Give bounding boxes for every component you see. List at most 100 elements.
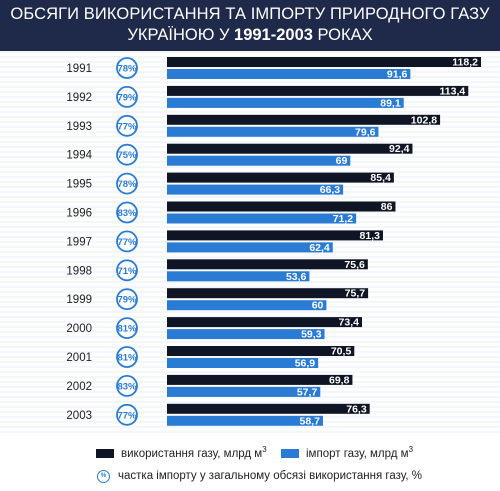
share-circle xyxy=(116,230,138,253)
usage-bar xyxy=(167,143,413,154)
share-circle xyxy=(116,259,138,282)
year-label: 1993 xyxy=(66,121,92,133)
share-label: 77% xyxy=(117,237,137,248)
usage-bar xyxy=(167,172,394,183)
import-value-label: 89,1 xyxy=(380,97,401,109)
year-label: 2001 xyxy=(66,352,92,364)
import-value-label: 56,9 xyxy=(295,358,316,370)
share-circle xyxy=(116,374,138,397)
usage-value-label: 81,3 xyxy=(360,230,381,242)
usage-value-label: 102,8 xyxy=(411,114,437,126)
usage-bar xyxy=(167,57,481,67)
year-label: 1994 xyxy=(66,150,92,162)
share-circle xyxy=(116,114,138,137)
legend-import-swatch xyxy=(281,449,299,458)
year-label: 1992 xyxy=(66,92,92,104)
import-bar xyxy=(167,242,333,253)
usage-bar xyxy=(167,288,369,299)
import-value-label: 60 xyxy=(312,300,324,312)
usage-value-label: 92,4 xyxy=(389,143,410,155)
share-label: 75% xyxy=(117,150,137,161)
import-value-label: 58,7 xyxy=(299,415,320,427)
year-label: 2000 xyxy=(66,323,92,335)
share-label: 79% xyxy=(117,92,137,103)
import-bar xyxy=(167,69,411,79)
legend-share-icon: % xyxy=(97,470,110,483)
import-value-label: 62,4 xyxy=(309,242,330,254)
import-bar xyxy=(167,126,379,137)
share-label: 77% xyxy=(117,121,137,132)
year-label: 1995 xyxy=(66,179,92,191)
usage-bar xyxy=(167,85,469,96)
import-bar xyxy=(167,184,344,195)
usage-bar xyxy=(167,201,396,212)
legend-share-label: частка імпорту у загальному обсязі викор… xyxy=(118,470,422,482)
share-circle xyxy=(116,86,138,108)
title-prefix: УКРАЇНОЮ У xyxy=(127,26,235,44)
usage-value-label: 86 xyxy=(381,201,393,213)
usage-bar xyxy=(167,346,355,356)
title-years: 1991-2003 xyxy=(234,26,313,44)
share-label: 83% xyxy=(117,381,137,392)
import-value-label: 91,6 xyxy=(387,69,408,81)
chart-title-line2: УКРАЇНОЮ У 1991-2003 РОКАХ xyxy=(0,26,500,45)
usage-bar xyxy=(167,403,370,414)
import-bar xyxy=(167,97,404,108)
import-value-label: 57,7 xyxy=(297,386,318,398)
legend-import-label: імпорт газу, млрд м3 xyxy=(306,445,414,460)
import-bar xyxy=(167,329,325,340)
share-label: 81% xyxy=(117,324,137,335)
usage-bar xyxy=(167,374,353,385)
year-label: 1996 xyxy=(66,208,92,220)
year-label: 1998 xyxy=(66,265,92,277)
share-circle xyxy=(116,317,138,340)
import-value-label: 71,2 xyxy=(333,213,354,225)
usage-value-label: 75,6 xyxy=(344,259,365,271)
chart-title-line1: ОБСЯГИ ВИКОРИСТАННЯ ТА ІМПОРТУ ПРИРОДНОГ… xyxy=(10,5,490,23)
share-circle xyxy=(116,57,138,79)
import-bar xyxy=(167,386,321,397)
usage-value-label: 76,3 xyxy=(346,403,367,415)
usage-value-label: 73,4 xyxy=(339,317,360,329)
share-label: 79% xyxy=(117,295,137,306)
share-label: 81% xyxy=(117,353,137,364)
year-label: 1991 xyxy=(66,63,92,75)
usage-bar xyxy=(167,259,368,270)
usage-value-label: 69,8 xyxy=(329,374,350,386)
usage-value-label: 85,4 xyxy=(370,172,391,184)
import-bar xyxy=(167,271,310,282)
share-label: 71% xyxy=(117,266,137,277)
year-label: 2002 xyxy=(66,381,92,393)
import-value-label: 79,6 xyxy=(355,126,376,138)
import-bar xyxy=(167,300,327,311)
usage-bar xyxy=(167,317,362,328)
title-suffix: РОКАХ xyxy=(312,26,373,44)
share-circle xyxy=(116,172,138,195)
import-bar xyxy=(167,358,319,368)
share-circle xyxy=(116,143,138,166)
legend-usage-swatch xyxy=(96,449,114,458)
usage-value-label: 70,5 xyxy=(331,346,352,358)
usage-bar xyxy=(167,230,383,241)
share-circle xyxy=(116,403,138,426)
usage-bar xyxy=(167,114,441,125)
import-value-label: 59,3 xyxy=(301,329,322,341)
usage-value-label: 118,2 xyxy=(452,57,478,69)
share-circle xyxy=(116,201,138,224)
usage-value-label: 75,7 xyxy=(345,288,366,300)
share-label: 83% xyxy=(117,208,137,219)
import-bar xyxy=(167,155,351,166)
year-label: 1999 xyxy=(66,294,92,306)
year-label: 1997 xyxy=(66,236,92,248)
legend-usage-label: використання газу, млрд м3 xyxy=(121,445,267,460)
import-bar xyxy=(167,415,323,426)
import-value-label: 66,3 xyxy=(320,184,341,196)
year-label: 2003 xyxy=(66,410,92,422)
chart-legend: використання газу, млрд м3 імпорт газу, … xyxy=(0,436,500,491)
import-bar xyxy=(167,213,357,224)
usage-value-label: 113,4 xyxy=(440,85,466,97)
bar-chart: 1991 78% 118,2 91,6 1992 79% 113,4 89,1 1993 77% 1… xyxy=(66,57,481,427)
share-circle xyxy=(116,346,138,368)
share-label: 78% xyxy=(117,179,137,190)
share-label: 78% xyxy=(117,64,137,75)
